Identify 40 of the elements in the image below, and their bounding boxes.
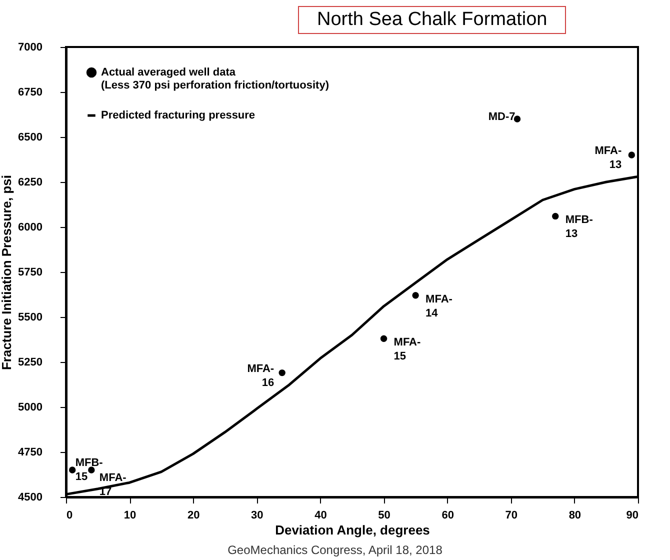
y-tick-label: 5500: [18, 312, 42, 324]
legend-label: Predicted fracturing pressure: [101, 110, 256, 122]
data-label: MFA- 13: [594, 145, 622, 171]
x-tick-label: 40: [314, 510, 327, 522]
data-label: MD-7: [488, 111, 516, 123]
x-axis-title: Deviation Angle, degrees: [275, 522, 430, 538]
y-tick-label: 5750: [18, 266, 42, 278]
y-axis-title: Fracture Initiation Pressure, psi: [0, 174, 14, 370]
x-tick-label: 50: [378, 510, 390, 522]
data-label: MFA- 15: [394, 336, 421, 363]
x-tick-label: 70: [505, 510, 518, 522]
y-tick-label: 7000: [18, 42, 42, 54]
x-tick-label: 30: [251, 510, 264, 522]
y-tick-label: 6000: [18, 222, 42, 234]
x-tick-label: 80: [568, 510, 582, 522]
x-tick-label: 90: [626, 510, 638, 522]
x-tick-label: 60: [442, 510, 454, 522]
point: [380, 335, 388, 342]
y-tick-label: 4750: [18, 446, 42, 458]
data-label: MFB- 13: [565, 214, 594, 240]
x-tick-label: 20: [187, 510, 200, 522]
point: [278, 369, 286, 376]
text: GeoMechanics Congress, April 18, 2018: [226, 543, 444, 557]
chart-title: North Sea Chalk Formation: [298, 6, 566, 34]
x-tick-label: 10: [124, 510, 136, 522]
y-tick-label: 5000: [18, 402, 42, 414]
data-label: MFA- 14: [426, 293, 453, 320]
point: [552, 212, 559, 220]
point: [69, 466, 76, 474]
x-tick-label: 0: [66, 510, 73, 522]
y-tick-label: 5250: [18, 356, 42, 368]
legend-label: Actual averaged well data (Less 370 psi perforation friction/tortuosity): [101, 66, 330, 92]
y-tick-label: 4500: [18, 492, 42, 504]
point: [412, 292, 419, 299]
point: [628, 152, 635, 158]
y-tick-label: 6750: [18, 86, 42, 98]
point: [88, 466, 95, 474]
y-tick-label: 6500: [18, 132, 42, 144]
y-tick-label: 6250: [18, 176, 42, 188]
data-label: MFA- 16: [247, 362, 274, 389]
